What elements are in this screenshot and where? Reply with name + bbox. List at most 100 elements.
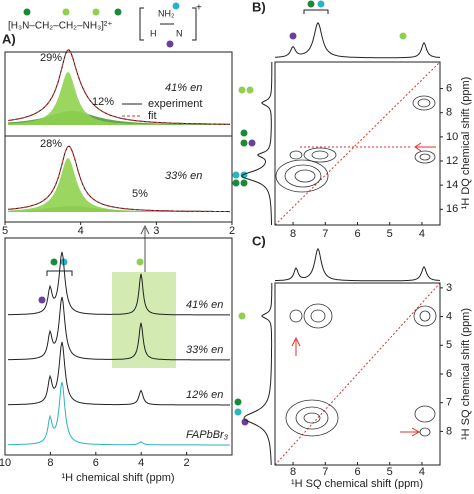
sample-label: FAPbBr₃ <box>186 429 229 441</box>
icon <box>50 258 58 266</box>
formula: N <box>176 28 183 38</box>
projection <box>274 247 441 282</box>
diagonal <box>274 282 441 466</box>
formula: [H₃N–CH₂–CH₂–NH₃]²⁺ <box>8 21 113 32</box>
x-axis-label: ¹H chemical shift (ppm) <box>61 472 174 484</box>
legend-label: fit <box>148 110 157 122</box>
fit-area <box>8 72 230 125</box>
projection <box>243 283 273 465</box>
x-tick-label: 4 <box>78 225 84 237</box>
spectrum <box>8 251 230 316</box>
y-tick-label: 7 <box>446 397 452 409</box>
y-tick-label: 16 <box>446 203 458 215</box>
x-tick-label: 4 <box>138 457 144 469</box>
peak-label: 5% <box>132 188 148 200</box>
x-tick-label: 10 <box>0 457 11 469</box>
y-tick-label: 14 <box>446 179 458 191</box>
icon <box>232 171 240 179</box>
icon <box>399 32 407 40</box>
x-tick-label: 5 <box>2 225 8 237</box>
formula: NH₂ <box>158 8 175 18</box>
frame <box>4 51 233 223</box>
y-tick-label: 4 <box>446 310 452 322</box>
frame <box>4 237 233 456</box>
icon <box>240 139 248 147</box>
diagonal <box>274 61 441 226</box>
sample-label: 41% en <box>165 82 202 94</box>
y-tick-label: 8 <box>446 425 452 437</box>
y-tick-label: 6 <box>446 82 452 94</box>
x-tick-label: 6 <box>354 466 360 478</box>
sample-label: 33% en <box>165 170 202 182</box>
x-axis-label: ¹H SQ chemical shift (ppm) <box>291 478 423 489</box>
icon <box>136 258 144 266</box>
icon <box>307 0 315 8</box>
y-tick-label: 5 <box>446 339 452 351</box>
formula: + <box>196 3 202 14</box>
x-tick-label: 6 <box>93 457 99 469</box>
icon <box>240 129 248 137</box>
y-tick-label: 10 <box>446 131 458 143</box>
y-tick-label: 8 <box>446 107 452 119</box>
sample-label: 33% en <box>186 344 223 356</box>
spectrum <box>8 296 230 361</box>
icon <box>232 179 240 187</box>
icon <box>38 296 46 304</box>
x-tick-label: 7 <box>322 228 328 240</box>
y-tick-label: 6 <box>446 368 452 380</box>
icon <box>317 0 325 8</box>
panel-label: C) <box>252 233 266 248</box>
icon <box>238 312 246 320</box>
bracket <box>139 7 197 41</box>
projection <box>274 21 440 59</box>
x-tick-label: 8 <box>47 457 53 469</box>
x-tick-label: 7 <box>322 466 328 478</box>
legend-label: experiment <box>148 98 202 110</box>
highlight <box>112 272 176 368</box>
fit-area <box>8 158 230 212</box>
arrow <box>140 224 150 272</box>
peak-label: 29% <box>40 52 62 64</box>
projection <box>241 61 273 225</box>
y-tick-label: 12 <box>446 155 458 167</box>
icon <box>234 398 242 406</box>
formula: H <box>150 28 157 38</box>
icon <box>60 258 68 266</box>
x-tick-label: 4 <box>419 466 425 478</box>
fit <box>7 49 230 125</box>
x-tick-label: 2 <box>184 457 190 469</box>
icon <box>92 8 100 16</box>
panel-label: B) <box>252 0 266 14</box>
peak-label: 28% <box>40 138 62 150</box>
icon <box>166 40 174 48</box>
spectrum <box>7 341 230 406</box>
icon <box>114 8 122 16</box>
icon <box>23 8 31 16</box>
x-tick-label: 4 <box>419 228 425 240</box>
icon <box>234 408 242 416</box>
sample-label: 41% en <box>186 299 223 311</box>
icon <box>62 8 70 16</box>
fit <box>7 145 230 213</box>
arrow <box>414 142 436 152</box>
arrow <box>400 427 421 437</box>
icon <box>240 179 248 187</box>
x-tick-label: 5 <box>387 228 393 240</box>
bracket <box>303 9 329 14</box>
panel-label: A) <box>2 31 16 46</box>
x-tick-label: 2 <box>229 225 235 237</box>
x-tick-label: 8 <box>290 466 296 478</box>
x-tick-label: 6 <box>354 228 360 240</box>
sample-label: 12% en <box>186 389 223 401</box>
x-tick-label: 3 <box>153 225 159 237</box>
y-tick-label: 3 <box>446 282 452 294</box>
icon <box>248 139 256 147</box>
arrow <box>291 336 301 356</box>
x-tick-label: 8 <box>290 228 296 240</box>
spectrum <box>7 381 230 446</box>
peak-label: 12% <box>92 96 114 108</box>
icon <box>246 86 254 94</box>
y-axis-label: ¹H DQ chemical shift (ppm) <box>460 77 472 210</box>
contours <box>275 95 437 437</box>
